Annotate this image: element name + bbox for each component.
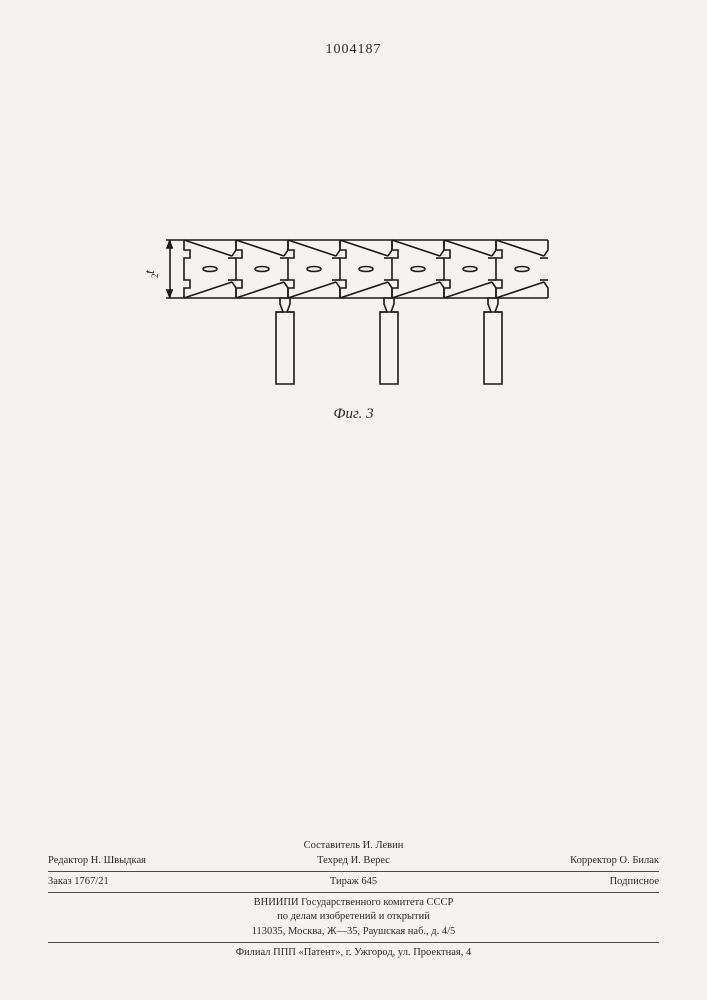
compiler-credit: Составитель И. Левин — [252, 839, 456, 853]
subscription: Подписное — [455, 875, 659, 889]
address-2: Филиал ППП «Патент», г. Ужгород, ул. Про… — [48, 946, 659, 960]
order-number: Заказ 1767/21 — [48, 875, 252, 889]
svg-text:2: 2 — [150, 274, 160, 279]
svg-text:t: t — [144, 269, 158, 274]
tirage: Тираж 645 — [252, 875, 456, 889]
divider — [48, 942, 659, 943]
figure-3: t 2 Фиг. 3 — [144, 220, 564, 423]
corrector-credit: Корректор О. Билак — [455, 854, 659, 868]
editor-credit: Редактор Н. Швыдкая — [48, 854, 252, 868]
figure-diagram: t 2 — [144, 220, 564, 400]
figure-caption: Фиг. 3 — [144, 406, 564, 423]
patent-number: 1004187 — [326, 42, 382, 58]
org-line-1: ВНИИПИ Государственного комитета СССР — [48, 896, 659, 910]
techred-credit: Техред И. Верес — [252, 854, 456, 868]
imprint-footer: Составитель И. Левин Редактор Н. Швыдкая… — [48, 839, 659, 960]
address-1: 113035, Москва, Ж—35, Раушская наб., д. … — [48, 925, 659, 939]
org-line-2: по делам изобретений и открытий — [48, 910, 659, 924]
divider — [48, 892, 659, 893]
divider — [48, 871, 659, 872]
